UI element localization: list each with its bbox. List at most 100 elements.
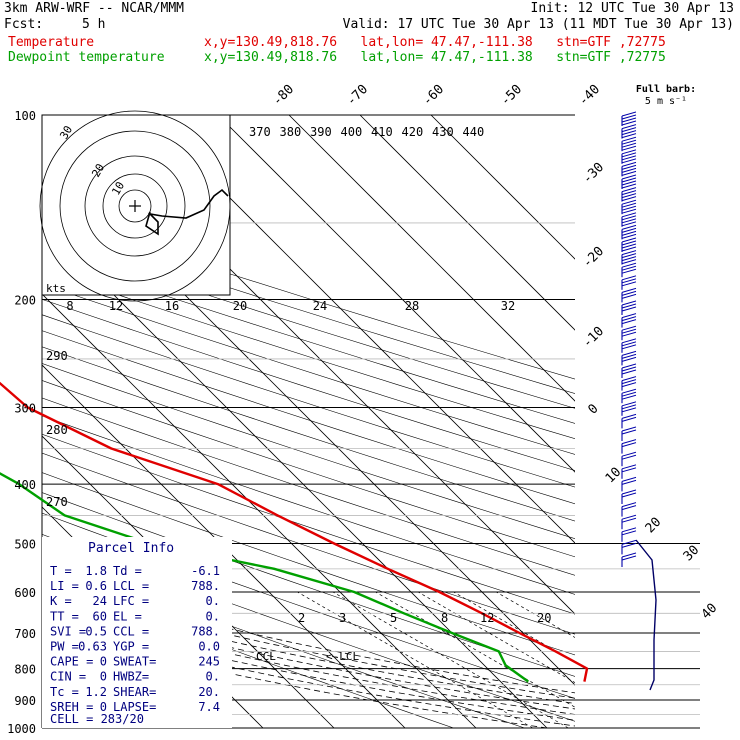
theta-label: 390 bbox=[310, 125, 332, 139]
theta-label: 400 bbox=[341, 125, 363, 139]
hodograph-ring-label: 10 bbox=[109, 180, 127, 198]
isotherm-line bbox=[359, 115, 575, 331]
wind-barb-flag bbox=[621, 117, 637, 123]
parcel-info-label: LAPSE= bbox=[113, 700, 156, 714]
init-time: Init: 12 UTC Tue 30 Apr 13 bbox=[530, 1, 735, 16]
hodograph-ring bbox=[118, 189, 152, 223]
wind-barb-flag bbox=[621, 180, 637, 186]
parcel-info-label: LCL = bbox=[113, 579, 149, 593]
hodograph-scale-label: 20 bbox=[233, 299, 247, 313]
hodograph-units-label: kts bbox=[46, 282, 66, 295]
wind-barb-flag bbox=[621, 467, 637, 473]
wind-barb-flag bbox=[621, 167, 637, 173]
wind-barb-flag bbox=[621, 316, 637, 322]
wind-barb-flag bbox=[621, 514, 637, 520]
wind-barb-flag bbox=[621, 331, 637, 337]
wind-barb-flag bbox=[621, 205, 637, 211]
wind-barb-flag bbox=[621, 366, 637, 372]
wind-barb-flag bbox=[621, 530, 637, 536]
mixing-ratio-label: 20 bbox=[537, 611, 551, 625]
wind-barb-flag bbox=[621, 492, 637, 498]
moist-adiabat-line bbox=[42, 613, 575, 721]
wind-barb-flag bbox=[621, 218, 637, 224]
wind-barb-flag bbox=[621, 130, 637, 136]
parcel-info-value: 0 bbox=[100, 700, 107, 714]
mixing-ratio-label: 5 bbox=[390, 611, 397, 625]
parcel-info-label: CIN = bbox=[50, 670, 86, 684]
isotherm-line bbox=[288, 115, 575, 402]
moist-adiabat-line bbox=[42, 606, 575, 715]
wind-barb-flag bbox=[621, 256, 637, 262]
wind-barb-flag bbox=[621, 376, 637, 382]
wind-barb-flag bbox=[621, 517, 637, 523]
wind-barb-flag bbox=[621, 555, 637, 561]
parcel-info-value: 0 bbox=[100, 670, 107, 684]
parcel-info-background bbox=[42, 537, 232, 728]
theta-label: 440 bbox=[463, 125, 485, 139]
wind-barb-flag bbox=[621, 221, 637, 227]
wind-barb-flag bbox=[621, 300, 637, 306]
parcel-info-label: CAPE = bbox=[50, 655, 93, 669]
wind-barb-flag bbox=[621, 325, 637, 331]
wind-barb-flag bbox=[621, 233, 637, 239]
model-title: 3km ARW-WRF -- NCAR/MMM bbox=[4, 1, 185, 16]
hodograph-ring bbox=[39, 110, 231, 302]
lcl-annotation: <-LCL bbox=[326, 650, 359, 663]
wind-barb-flag bbox=[621, 356, 637, 362]
hodograph-ring bbox=[84, 155, 186, 257]
wind-barb-flag bbox=[621, 527, 637, 533]
wind-barb-flag bbox=[621, 253, 637, 259]
wind-barb-flag bbox=[621, 127, 637, 133]
wind-barb-flag bbox=[621, 139, 637, 145]
theta-left-label: 290 bbox=[46, 349, 68, 363]
mixing-ratio-line bbox=[417, 591, 575, 684]
mixing-ratio-label: 12 bbox=[480, 611, 494, 625]
parcel-info-value: 7.4 bbox=[198, 700, 220, 714]
hodograph-ring-label: 30 bbox=[57, 124, 75, 142]
isotherm-label: -60 bbox=[420, 82, 447, 109]
theta-label: 430 bbox=[432, 125, 454, 139]
wind-barb-flag bbox=[621, 388, 637, 394]
wind-barb-flag bbox=[621, 202, 637, 208]
isotherm-label: -30 bbox=[580, 160, 607, 187]
wind-barb-flag bbox=[621, 379, 637, 385]
hodograph-scale-label: 32 bbox=[501, 299, 515, 313]
temperature-legend-name: Temperature bbox=[8, 35, 95, 50]
theta-label: 380 bbox=[280, 125, 302, 139]
wind-barb-flag bbox=[621, 293, 637, 299]
wind-barb-flag bbox=[621, 152, 637, 158]
wind-barb-flag bbox=[621, 196, 637, 202]
wind-barb-flag bbox=[621, 416, 637, 422]
wind-barb-flag bbox=[621, 404, 637, 410]
temperature-legend-info: x,y=130.49,818.76 lat,lon= 47.47,-111.38… bbox=[204, 35, 666, 50]
wind-barb-flag bbox=[621, 215, 637, 221]
isotherm-label: -80 bbox=[270, 82, 297, 109]
wind-barb-flag bbox=[621, 451, 637, 457]
parcel-info-label: HWBZ= bbox=[113, 670, 149, 684]
wind-barb-flag bbox=[621, 262, 637, 268]
hodograph-trace bbox=[145, 188, 229, 236]
wind-barb-flag bbox=[621, 246, 637, 252]
wind-barb-flag bbox=[621, 149, 637, 155]
isotherm-line bbox=[217, 115, 575, 473]
mixing-ratio-label: 2 bbox=[298, 611, 305, 625]
wind-barb-flag bbox=[621, 265, 637, 271]
wind-barb-flag bbox=[621, 363, 637, 369]
dewpoint-legend-info: x,y=130.49,818.76 lat,lon= 47.47,-111.38… bbox=[204, 50, 666, 65]
wind-barb-flag bbox=[621, 145, 637, 151]
parcel-info-label: K = bbox=[50, 594, 72, 608]
theta-label: 370 bbox=[249, 125, 271, 139]
wind-barb-flag bbox=[621, 259, 637, 265]
isotherm-label: 30 bbox=[681, 543, 703, 565]
wind-barb-flag bbox=[621, 542, 637, 548]
parcel-info-label: T = bbox=[50, 564, 72, 578]
parcel-info-label: CCL = bbox=[113, 624, 149, 638]
wind-barb-flag bbox=[621, 224, 637, 230]
wind-barb-flag bbox=[621, 505, 637, 511]
wind-barb-flag bbox=[621, 177, 637, 183]
wind-barb-flag bbox=[621, 407, 637, 413]
pressure-tick-label: 200 bbox=[14, 294, 36, 308]
wind-barb-flag bbox=[621, 281, 637, 287]
parcel-info-label: LFC = bbox=[113, 594, 149, 608]
